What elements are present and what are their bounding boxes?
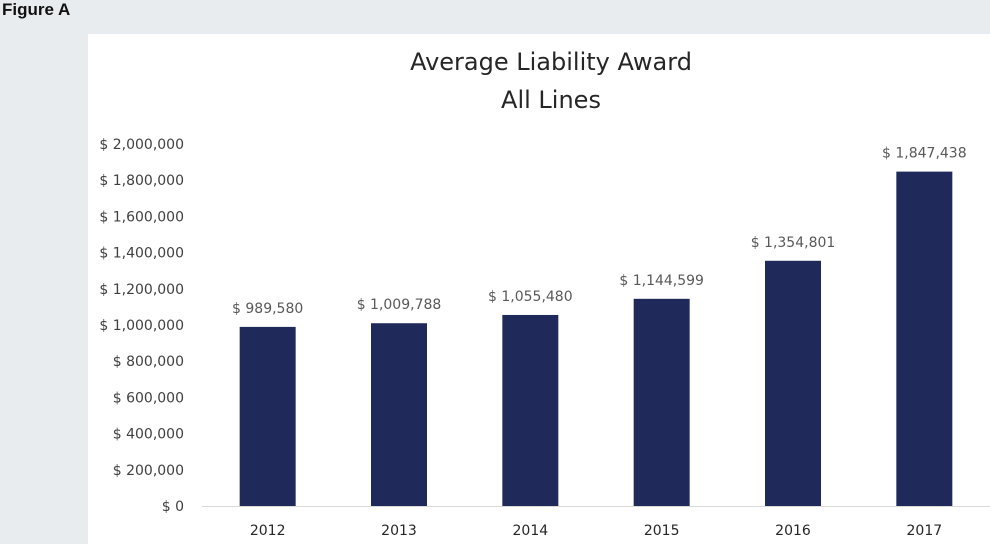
- data-label: $ 1,144,599: [619, 273, 704, 289]
- y-tick-label: $ 800,000: [113, 354, 184, 370]
- y-tick-label: $ 200,000: [113, 463, 184, 479]
- y-tick-label: $ 1,400,000: [99, 246, 184, 262]
- y-tick-label: $ 1,600,000: [99, 209, 184, 225]
- y-tick-label: $ 600,000: [113, 390, 184, 406]
- data-label: $ 1,847,438: [882, 146, 967, 162]
- y-tick-label: $ 400,000: [113, 427, 184, 443]
- x-tick-label: 2014: [513, 523, 549, 539]
- bar-2016: [765, 260, 821, 506]
- bar-2014: [502, 314, 559, 506]
- bars: [239, 171, 953, 507]
- y-axis-ticks: $ 0 $ 200,000 $ 400,000 $ 600,000 $ 800,000 $…: [99, 137, 184, 515]
- data-label: $ 1,009,788: [357, 297, 442, 313]
- x-tick-label: 2016: [775, 523, 811, 539]
- bar-2012: [239, 326, 296, 506]
- chart-title-line-1: Average Liability Award: [410, 48, 692, 76]
- bar-2015: [633, 298, 690, 506]
- y-tick-label: $ 2,000,000: [99, 137, 184, 153]
- y-tick-label: $ 0: [162, 499, 184, 515]
- data-label: $ 989,580: [232, 301, 303, 317]
- x-tick-label: 2012: [250, 523, 286, 539]
- figure-label: Figure A: [2, 0, 71, 19]
- y-tick-label: $ 1,800,000: [99, 173, 184, 189]
- bar-2017: [896, 171, 953, 507]
- data-labels: $ 989,580 $ 1,009,788 $ 1,055,480 $ 1,144,5…: [232, 146, 967, 317]
- data-label: $ 1,354,801: [751, 235, 836, 251]
- x-tick-label: 2015: [644, 523, 680, 539]
- chart-title-line-2: All Lines: [501, 86, 601, 114]
- bar-2013: [371, 323, 427, 506]
- data-label: $ 1,055,480: [488, 289, 573, 305]
- x-tick-label: 2013: [381, 523, 417, 539]
- y-tick-label: $ 1,000,000: [99, 318, 184, 334]
- x-axis-ticks: 2012 2013 2014 2015 2016 2017: [250, 523, 942, 539]
- x-tick-label: 2017: [907, 523, 943, 539]
- y-tick-label: $ 1,200,000: [99, 282, 184, 298]
